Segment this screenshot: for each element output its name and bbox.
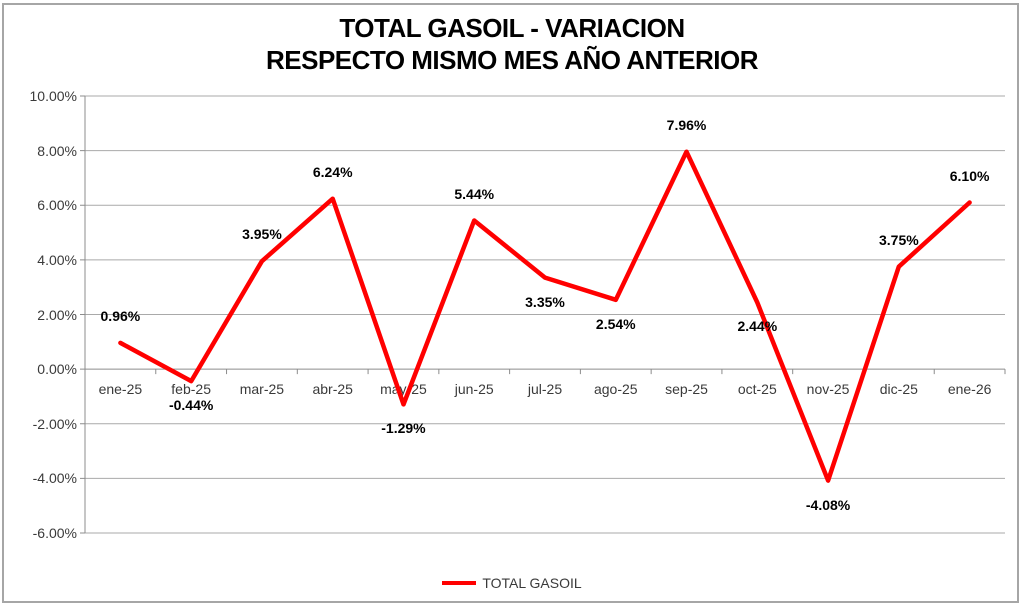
y-axis-tick-label: 8.00%: [37, 142, 77, 159]
x-axis-category-label: ene-25: [98, 381, 143, 398]
data-point-label: 3.35%: [525, 293, 565, 310]
legend-line-swatch: [442, 581, 477, 585]
x-axis-category-label: abr-25: [312, 381, 353, 398]
chart-title: TOTAL GASOIL - VARIACION RESPECTO MISMO …: [0, 12, 1024, 76]
x-axis-category-label: feb-25: [171, 381, 211, 398]
chart-border: [2, 3, 1019, 603]
y-axis-tick-label: 4.00%: [37, 251, 77, 268]
chart-title-line-1: TOTAL GASOIL - VARIACION: [339, 13, 685, 43]
y-axis-tick-label: 6.00%: [37, 197, 77, 214]
x-axis-category-label: dic-25: [879, 381, 918, 398]
x-axis-category-label: mar-25: [239, 381, 285, 398]
data-point-label: 2.44%: [737, 318, 778, 335]
x-axis-category-label: nov-25: [806, 381, 850, 398]
data-point-label: -0.44%: [168, 397, 214, 414]
data-point-label: -1.29%: [381, 420, 426, 437]
x-axis-category-label: jun-25: [454, 381, 494, 398]
y-axis-tick-label: 2.00%: [37, 306, 77, 323]
y-axis-tick-label: 0.00%: [37, 361, 77, 378]
y-axis-tick-label: -6.00%: [32, 525, 77, 541]
data-point-label: 3.95%: [242, 226, 282, 243]
data-point-label: 6.10%: [949, 167, 990, 184]
x-axis-category-label: jul-25: [527, 381, 563, 398]
data-point-label: 5.44%: [454, 185, 495, 202]
x-axis-category-label: ene-26: [947, 381, 992, 398]
data-point-label: 6.24%: [312, 163, 353, 180]
chart-title-line-2: RESPECTO MISMO MES AÑO ANTERIOR: [265, 45, 759, 75]
data-point-label: -4.08%: [805, 496, 851, 513]
data-point-label: 2.54%: [595, 315, 636, 332]
series-line-total-gasoil: [118, 149, 972, 483]
y-axis-tick-label: -2.00%: [32, 415, 77, 432]
x-axis-category-label: ago-25: [593, 381, 638, 398]
legend: TOTAL GASOIL: [0, 575, 1024, 591]
x-axis-category-label: may-25: [380, 381, 427, 398]
data-point-label: 7.96%: [666, 116, 707, 133]
y-axis-tick-label: -4.00%: [32, 470, 77, 487]
y-axis-tick-label: 10.00%: [29, 88, 77, 104]
x-axis-category-label: sep-25: [665, 381, 708, 398]
data-point-label: 0.96%: [100, 307, 141, 324]
x-axis-category-label: oct-25: [737, 381, 777, 398]
data-point-label: 3.75%: [878, 231, 919, 248]
legend-series-label: TOTAL GASOIL: [482, 575, 582, 591]
